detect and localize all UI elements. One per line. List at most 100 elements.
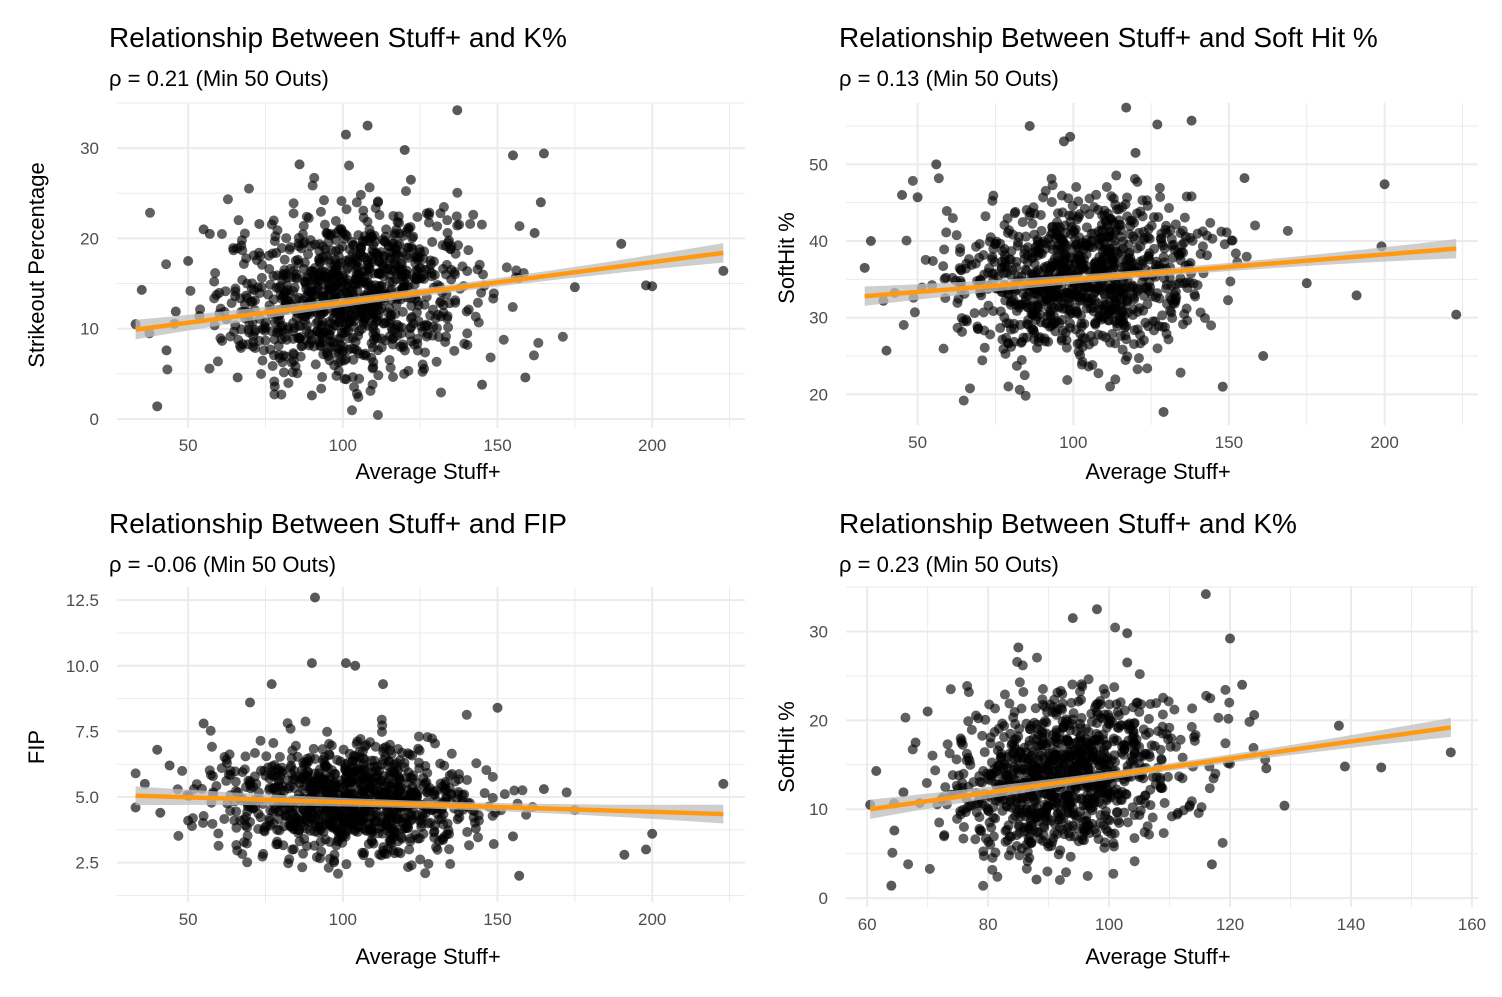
data-point [437,833,448,844]
chart-subtitle: ρ = 0.21 (Min 50 Outs) [109,66,329,91]
data-point [1023,821,1034,832]
data-point [1118,749,1129,760]
data-point [1096,314,1107,325]
data-point [362,120,373,131]
data-point [376,726,387,737]
data-point [1078,800,1089,811]
data-point [1137,211,1148,222]
data-point [306,390,317,401]
data-point [390,228,401,239]
data-point [400,812,411,823]
data-point [183,255,194,266]
data-point [961,258,972,269]
data-point [1098,683,1109,694]
data-point [1110,374,1121,385]
data-point [901,235,912,246]
data-point [346,405,357,416]
data-point [318,291,329,302]
data-point [318,195,329,206]
data-point [173,830,184,841]
data-point [445,859,456,870]
data-point [136,284,147,295]
data-point [405,174,416,185]
data-point [253,823,264,834]
data-point [401,269,412,280]
data-point [1093,797,1104,808]
data-point [1012,656,1023,667]
data-point [1031,874,1042,885]
data-point [417,359,428,370]
data-point [161,345,172,356]
data-point [1002,835,1013,846]
data-point [481,765,492,776]
data-point [364,263,375,274]
data-point [232,372,243,383]
data-point [244,816,255,827]
data-point [989,763,1000,774]
y-tick-label: 20 [80,229,99,248]
data-point [972,323,983,334]
data-point [416,321,427,332]
data-point [301,811,312,822]
data-point [487,771,498,782]
data-point [423,217,434,228]
x-axis-label: Average Stuff+ [1085,459,1231,484]
data-point [290,804,301,815]
data-point [354,326,365,337]
data-point [351,197,362,208]
data-point [1239,173,1250,184]
data-point [1261,763,1272,774]
data-point [619,849,630,860]
y-tick-label: 5.0 [75,788,99,807]
data-point [1038,192,1049,203]
data-point [462,827,473,838]
data-point [945,684,956,695]
data-point [412,345,423,356]
data-point [1075,686,1086,697]
data-point [1080,238,1091,249]
data-point [315,206,326,217]
data-point [1207,233,1218,244]
data-point [1070,784,1081,795]
data-point [258,345,269,356]
data-point [450,295,461,306]
data-point [279,254,290,265]
data-point [213,828,224,839]
data-point [319,219,330,230]
data-point [1014,723,1025,734]
data-point [389,805,400,816]
data-point [462,774,473,785]
data-point [859,262,870,273]
data-point [232,243,243,254]
y-axis-label: SoftHit % [774,701,799,793]
data-point [1004,254,1015,265]
data-point [1167,313,1178,324]
data-point [993,723,1004,734]
data-point [255,735,266,746]
data-point [239,837,250,848]
data-point [341,204,352,215]
data-point [417,366,428,377]
data-point [999,689,1010,700]
data-point [341,374,352,385]
data-point [257,851,268,862]
data-point [1141,195,1152,206]
data-point [1047,227,1058,238]
data-point [145,207,156,218]
data-point [987,251,998,262]
data-point [1129,856,1140,867]
data-point [1000,348,1011,359]
data-point [1089,295,1100,306]
data-point [1060,718,1071,729]
data-point [340,323,351,334]
data-point [1175,367,1186,378]
data-point [1039,822,1050,833]
data-point [1087,805,1098,816]
data-point [952,813,963,824]
data-point [405,772,416,783]
data-point [358,205,369,216]
data-point [1144,727,1155,738]
data-point [219,813,230,824]
data-point [1122,817,1133,828]
data-point [1158,828,1169,839]
